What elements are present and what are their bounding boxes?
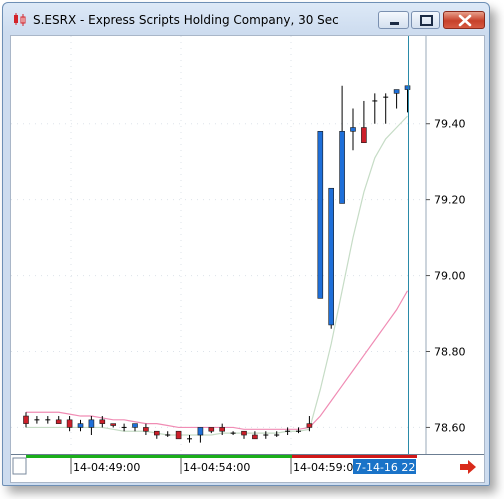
chart-window: S.ESRX - Express Scripts Holding Company… [2, 2, 490, 486]
candle-body [393, 89, 400, 94]
price-tick-label: 78.60 [434, 421, 466, 434]
candle-body [350, 127, 356, 132]
candle-body [88, 419, 95, 428]
session-bar-green [26, 455, 292, 458]
candle-body [175, 430, 182, 440]
candle-body [154, 430, 160, 436]
price-axis[interactable]: 79.40 79.20 79.00 78.80 78.60 [426, 118, 466, 435]
candle [296, 427, 301, 434]
candle-body [219, 427, 225, 432]
chart-area[interactable]: 79.40 79.20 79.00 78.80 78.60 14-04:49:00 14-… [10, 35, 485, 483]
candle-body [306, 423, 313, 428]
candle-body [252, 434, 258, 440]
candle-body [66, 419, 73, 428]
candle [252, 431, 258, 440]
candle [208, 427, 215, 434]
candle [55, 416, 62, 424]
candle [274, 431, 280, 437]
candle [263, 431, 269, 439]
candle [339, 85, 345, 204]
candle [404, 85, 411, 113]
time-tick-label: 14-04:49:00 [73, 461, 140, 474]
maximize-button[interactable] [411, 11, 440, 29]
time-tick-label: 14-04:59:00 [293, 461, 360, 474]
scroll-box[interactable] [12, 457, 27, 475]
candle [285, 427, 291, 436]
candle [66, 416, 73, 432]
cursor-time-label: 7-14-16 22:34:00 [355, 461, 451, 474]
candle-body [317, 131, 324, 299]
candle-body [110, 423, 116, 426]
candle [187, 435, 192, 443]
window-title: S.ESRX - Express Scripts Holding Company… [33, 13, 339, 27]
candle [306, 416, 313, 432]
candle-body [404, 85, 411, 90]
candle-body [241, 430, 247, 436]
candle [45, 416, 51, 424]
candle [132, 423, 138, 432]
price-tick-label: 79.20 [434, 194, 466, 207]
candle [383, 93, 389, 124]
time-tick-label: 14-04:54:00 [183, 461, 250, 474]
candle [23, 412, 29, 428]
cursor-time-label-bg [353, 459, 416, 474]
title-bar[interactable]: S.ESRX - Express Scripts Holding Company… [3, 3, 489, 37]
candlestick-app-icon [14, 13, 26, 26]
candle [328, 187, 335, 329]
candle-body [339, 131, 345, 204]
candle [143, 423, 149, 436]
candle [350, 108, 356, 151]
candle [219, 423, 225, 436]
candle [154, 430, 160, 439]
price-tick-label: 79.00 [434, 270, 466, 283]
candle-body [197, 427, 204, 436]
candle [197, 427, 204, 443]
maximize-icon [420, 15, 433, 26]
candle [175, 430, 182, 440]
candle [361, 100, 367, 144]
candle [110, 423, 116, 428]
candle [99, 416, 106, 428]
price-tick-label: 78.80 [434, 346, 466, 359]
candle [77, 419, 84, 432]
candle [165, 431, 171, 437]
candle-body [328, 187, 335, 326]
candle [372, 93, 378, 124]
candle-body [208, 427, 215, 432]
price-tick-label: 79.40 [434, 118, 466, 131]
candle [317, 131, 324, 299]
minimize-button[interactable] [378, 11, 409, 29]
candle [241, 430, 247, 439]
time-axis[interactable]: 14-04:49:00 14-04:54:00 14-04:59:00 [70, 458, 360, 474]
candle [88, 416, 95, 436]
close-button[interactable] [443, 11, 485, 29]
candle [393, 89, 400, 109]
grid-lines [11, 36, 426, 454]
candle-body [77, 423, 84, 428]
candle [230, 431, 236, 436]
close-icon [458, 14, 472, 27]
candle [121, 423, 127, 432]
candle [34, 416, 40, 424]
session-bar-red [292, 455, 417, 458]
minimize-icon [390, 22, 399, 25]
candle-body [23, 415, 29, 424]
candle-body [99, 419, 106, 424]
candlesticks [23, 85, 411, 443]
candle-body [55, 419, 62, 424]
candle-body [361, 127, 367, 144]
candle-body [143, 427, 149, 432]
ma-slow-line [26, 290, 409, 430]
candle-body [132, 423, 138, 428]
red-right-arrow-icon[interactable] [460, 460, 476, 474]
